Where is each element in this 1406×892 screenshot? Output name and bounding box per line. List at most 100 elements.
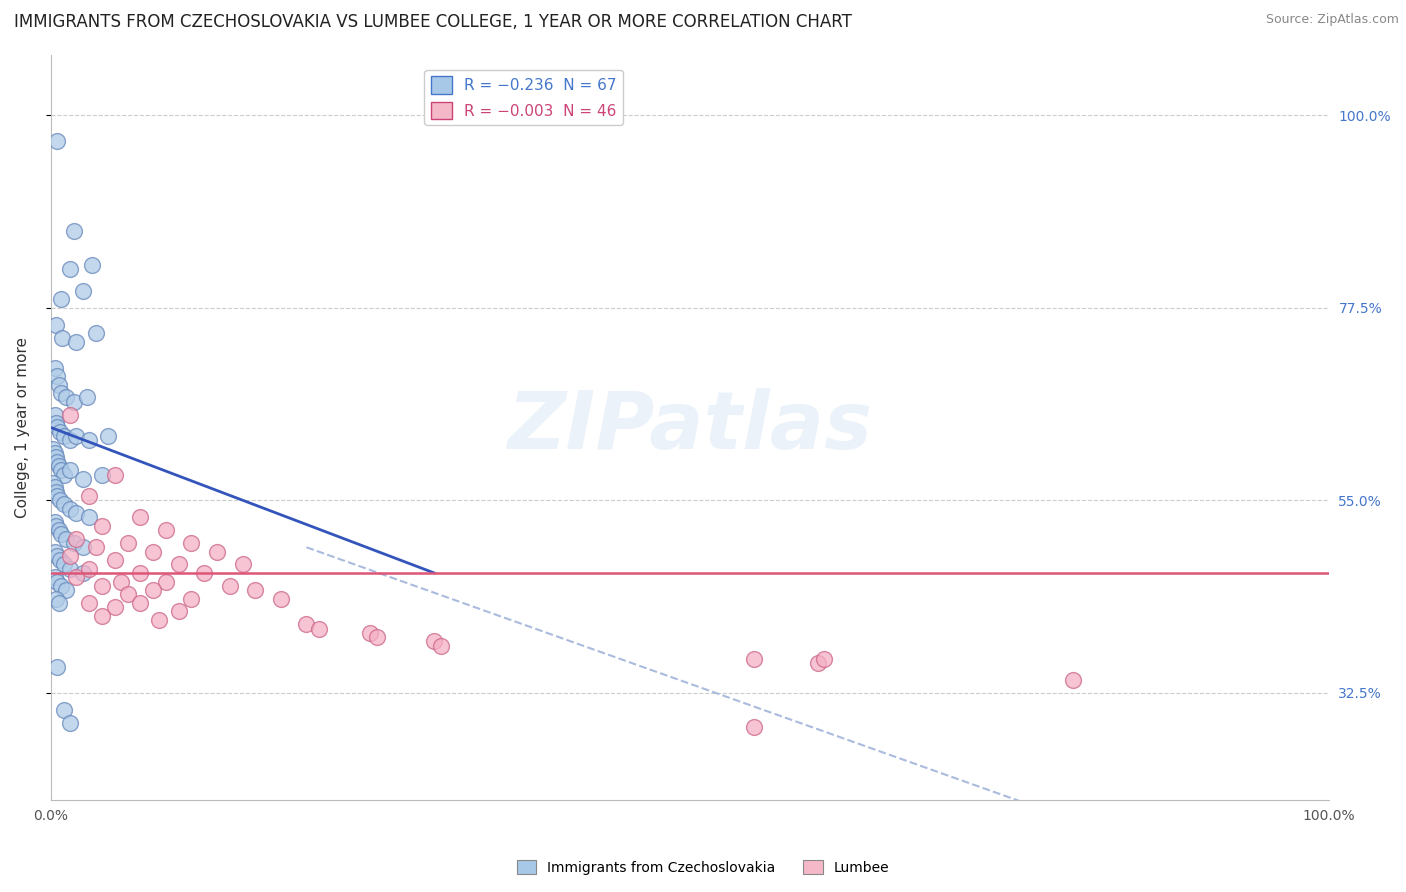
Point bbox=[218, 579, 240, 593]
Y-axis label: College, 1 year or more: College, 1 year or more bbox=[15, 337, 30, 518]
Point bbox=[42, 476, 65, 491]
Point bbox=[91, 467, 114, 482]
Point bbox=[44, 360, 66, 375]
Point bbox=[104, 600, 127, 615]
Point bbox=[65, 506, 87, 520]
Point bbox=[46, 549, 69, 563]
Point bbox=[46, 574, 69, 589]
Point bbox=[42, 442, 65, 456]
Point bbox=[59, 434, 82, 448]
Point bbox=[46, 455, 69, 469]
Text: ZIPatlas: ZIPatlas bbox=[508, 388, 872, 467]
Point bbox=[84, 541, 107, 555]
Point bbox=[55, 391, 77, 405]
Point bbox=[742, 651, 765, 665]
Point bbox=[366, 630, 388, 644]
Point bbox=[45, 519, 67, 533]
Point bbox=[91, 519, 114, 533]
Point bbox=[63, 536, 86, 550]
Point bbox=[205, 544, 228, 558]
Legend: R = −0.236  N = 67, R = −0.003  N = 46: R = −0.236 N = 67, R = −0.003 N = 46 bbox=[425, 70, 623, 126]
Point bbox=[55, 583, 77, 598]
Point bbox=[77, 510, 100, 524]
Point bbox=[63, 394, 86, 409]
Point bbox=[48, 377, 70, 392]
Point bbox=[295, 617, 318, 632]
Text: Source: ZipAtlas.com: Source: ZipAtlas.com bbox=[1265, 13, 1399, 27]
Point bbox=[245, 583, 267, 598]
Point bbox=[45, 591, 67, 606]
Point bbox=[231, 558, 253, 572]
Point bbox=[49, 579, 72, 593]
Point bbox=[155, 523, 177, 537]
Point bbox=[180, 536, 202, 550]
Point bbox=[429, 639, 451, 653]
Point bbox=[49, 527, 72, 541]
Point bbox=[49, 292, 72, 306]
Point bbox=[59, 463, 82, 477]
Point bbox=[49, 463, 72, 477]
Point bbox=[77, 434, 100, 448]
Point bbox=[59, 562, 82, 576]
Point bbox=[45, 484, 67, 499]
Point bbox=[167, 604, 190, 618]
Point bbox=[45, 450, 67, 465]
Point bbox=[180, 591, 202, 606]
Point bbox=[52, 558, 75, 572]
Point bbox=[84, 326, 107, 341]
Point bbox=[46, 660, 69, 674]
Point bbox=[48, 523, 70, 537]
Point bbox=[48, 596, 70, 610]
Point bbox=[65, 570, 87, 584]
Point bbox=[193, 566, 215, 580]
Point bbox=[44, 570, 66, 584]
Point bbox=[91, 579, 114, 593]
Point bbox=[46, 134, 69, 148]
Point bbox=[117, 536, 139, 550]
Point bbox=[110, 574, 132, 589]
Point bbox=[129, 566, 152, 580]
Point bbox=[59, 262, 82, 277]
Point bbox=[72, 472, 94, 486]
Point bbox=[308, 622, 330, 636]
Point bbox=[44, 446, 66, 460]
Point bbox=[91, 608, 114, 623]
Point bbox=[77, 562, 100, 576]
Point bbox=[52, 498, 75, 512]
Point bbox=[49, 386, 72, 401]
Point bbox=[65, 334, 87, 349]
Point bbox=[63, 224, 86, 238]
Point bbox=[742, 720, 765, 734]
Point bbox=[52, 467, 75, 482]
Point bbox=[46, 369, 69, 384]
Point bbox=[270, 591, 292, 606]
Point bbox=[148, 613, 170, 627]
Point bbox=[49, 425, 72, 439]
Point bbox=[51, 330, 73, 344]
Point bbox=[72, 541, 94, 555]
Point bbox=[55, 532, 77, 546]
Point bbox=[45, 416, 67, 430]
Legend: Immigrants from Czechoslovakia, Lumbee: Immigrants from Czechoslovakia, Lumbee bbox=[510, 855, 896, 880]
Point bbox=[97, 429, 120, 443]
Point bbox=[48, 458, 70, 473]
Point bbox=[104, 467, 127, 482]
Point bbox=[45, 318, 67, 332]
Point bbox=[77, 489, 100, 503]
Point bbox=[72, 566, 94, 580]
Point bbox=[49, 553, 72, 567]
Point bbox=[142, 544, 165, 558]
Point bbox=[1062, 673, 1084, 687]
Point bbox=[359, 625, 381, 640]
Point bbox=[104, 553, 127, 567]
Point bbox=[65, 429, 87, 443]
Point bbox=[77, 596, 100, 610]
Point bbox=[129, 596, 152, 610]
Point bbox=[59, 501, 82, 516]
Point bbox=[49, 493, 72, 508]
Point bbox=[46, 489, 69, 503]
Point bbox=[52, 703, 75, 717]
Text: IMMIGRANTS FROM CZECHOSLOVAKIA VS LUMBEE COLLEGE, 1 YEAR OR MORE CORRELATION CHA: IMMIGRANTS FROM CZECHOSLOVAKIA VS LUMBEE… bbox=[14, 13, 852, 31]
Point bbox=[44, 408, 66, 422]
Point bbox=[59, 408, 82, 422]
